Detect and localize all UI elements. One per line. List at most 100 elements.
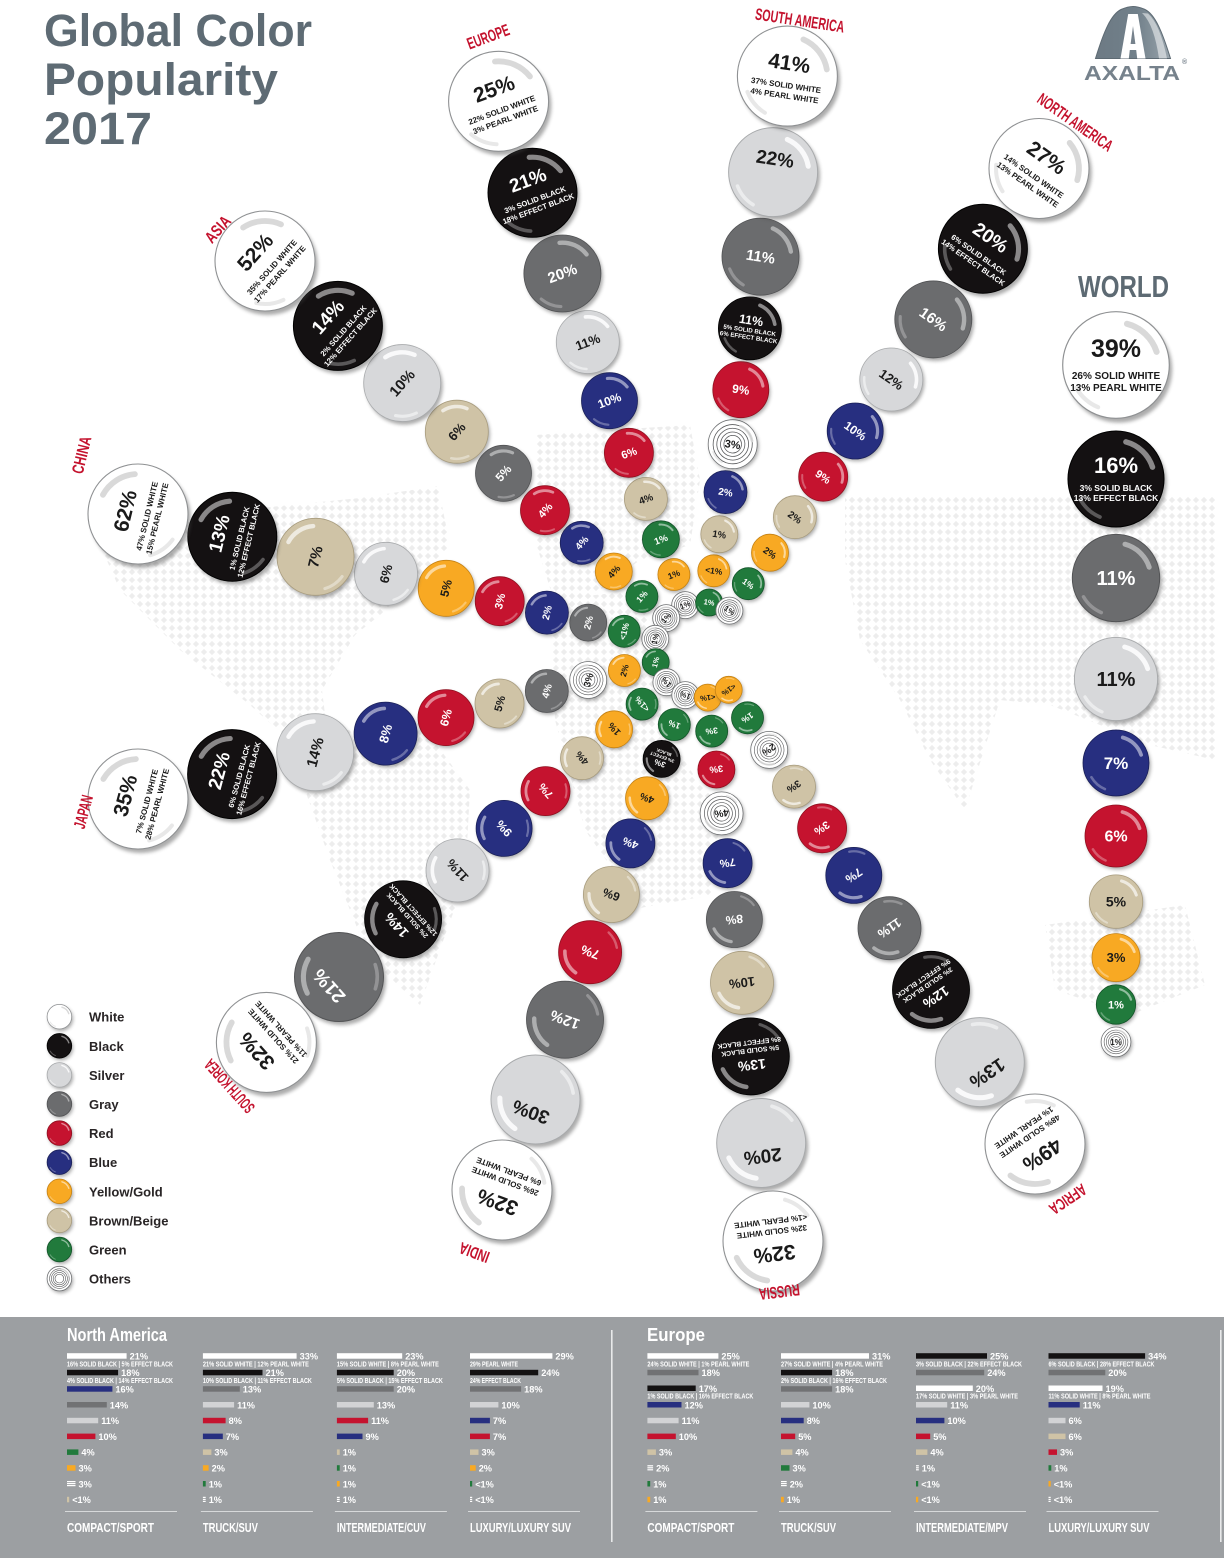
svg-text:<1%: <1% — [1054, 1495, 1073, 1505]
svg-text:3%: 3% — [793, 1464, 806, 1474]
svg-text:1%: 1% — [209, 1479, 222, 1489]
svg-text:Green: Green — [89, 1243, 127, 1258]
svg-text:27% SOLID WHITE | 4% PEARL WHI: 27% SOLID WHITE | 4% PEARL WHITE — [781, 1359, 883, 1368]
svg-text:11%: 11% — [950, 1400, 968, 1410]
svg-text:1% SOLID BLACK | 16% EFFECT BL: 1% SOLID BLACK | 16% EFFECT BLACK — [647, 1392, 753, 1401]
svg-text:20%: 20% — [397, 1368, 415, 1378]
svg-text:11%: 11% — [1083, 1400, 1101, 1410]
svg-text:14%: 14% — [110, 1400, 128, 1410]
svg-text:2%: 2% — [618, 663, 631, 678]
svg-text:6%: 6% — [1069, 1416, 1082, 1426]
svg-text:24% SOLID WHITE | 1% PEARL WHI: 24% SOLID WHITE | 1% PEARL WHITE — [647, 1359, 749, 1368]
svg-text:4% SOLID BLACK | 14% EFFECT BL: 4% SOLID BLACK | 14% EFFECT BLACK — [67, 1376, 173, 1385]
svg-text:7%: 7% — [493, 1432, 506, 1442]
svg-text:10%: 10% — [947, 1416, 965, 1426]
svg-text:39%: 39% — [1091, 335, 1141, 363]
svg-text:1%: 1% — [209, 1495, 222, 1505]
svg-text:20%: 20% — [397, 1385, 415, 1395]
svg-text:3%: 3% — [724, 438, 742, 452]
svg-text:LUXURY/LUXURY SUV: LUXURY/LUXURY SUV — [470, 1520, 571, 1535]
svg-text:1%: 1% — [712, 529, 728, 542]
svg-text:7%: 7% — [1104, 754, 1129, 773]
svg-text:1%: 1% — [678, 689, 692, 701]
svg-text:4%: 4% — [930, 1448, 943, 1458]
svg-text:8%: 8% — [807, 1416, 820, 1426]
svg-text:5%: 5% — [437, 578, 455, 598]
svg-text:18%: 18% — [702, 1368, 720, 1378]
svg-text:12%: 12% — [685, 1400, 703, 1410]
svg-text:1%: 1% — [666, 718, 681, 732]
svg-text:29%: 29% — [555, 1352, 573, 1362]
svg-text:1%: 1% — [666, 568, 681, 582]
svg-text:6% SOLID BLACK | 28% EFFECT BL: 6% SOLID BLACK | 28% EFFECT BLACK — [1049, 1359, 1155, 1368]
svg-text:1%: 1% — [703, 597, 715, 608]
svg-text:<1%: <1% — [475, 1479, 494, 1489]
svg-text:17%: 17% — [699, 1384, 717, 1394]
svg-text:3%: 3% — [708, 762, 723, 775]
svg-text:21%: 21% — [130, 1352, 148, 1362]
svg-text:1%: 1% — [650, 655, 662, 668]
svg-text:6%: 6% — [437, 707, 455, 728]
svg-text:8%: 8% — [725, 912, 744, 928]
svg-text:17% SOLID WHITE | 3% PEARL WHI: 17% SOLID WHITE | 3% PEARL WHITE — [916, 1392, 1018, 1401]
svg-text:13%: 13% — [243, 1385, 261, 1395]
svg-text:®: ® — [1182, 58, 1188, 66]
svg-text:10%: 10% — [728, 974, 756, 992]
svg-text:1%: 1% — [1054, 1464, 1067, 1474]
svg-text:5% SOLID BLACK | 15% EFFECT BL: 5% SOLID BLACK | 15% EFFECT BLACK — [337, 1376, 443, 1385]
svg-text:20%: 20% — [976, 1384, 994, 1394]
svg-text:19%: 19% — [1106, 1384, 1124, 1394]
svg-text:5%: 5% — [933, 1432, 946, 1442]
svg-text:2%: 2% — [479, 1464, 492, 1474]
svg-text:11%: 11% — [371, 1416, 389, 1426]
svg-text:5%: 5% — [493, 694, 509, 713]
svg-text:4%: 4% — [714, 806, 730, 819]
svg-text:15% SOLID WHITE | 8% PEARL WHI: 15% SOLID WHITE | 8% PEARL WHITE — [337, 1359, 439, 1368]
svg-text:Red: Red — [89, 1126, 114, 1141]
svg-text:1%: 1% — [653, 533, 670, 548]
svg-text:COMPACT/SPORT: COMPACT/SPORT — [647, 1520, 734, 1535]
svg-text:6%: 6% — [601, 885, 622, 904]
svg-text:24% EFFECT BLACK: 24% EFFECT BLACK — [470, 1376, 521, 1385]
svg-text:1%: 1% — [679, 599, 693, 611]
svg-text:BLACK: BLACK — [655, 747, 672, 757]
svg-text:1%: 1% — [343, 1464, 356, 1474]
svg-text:1%: 1% — [650, 632, 661, 645]
svg-text:4%: 4% — [795, 1448, 808, 1458]
svg-text:26% SOLID WHITE: 26% SOLID WHITE — [1072, 371, 1161, 382]
svg-text:7%: 7% — [578, 942, 601, 963]
svg-text:<1%: <1% — [705, 565, 724, 578]
svg-text:<1%: <1% — [921, 1479, 940, 1489]
svg-text:25%: 25% — [990, 1352, 1008, 1362]
svg-text:Others: Others — [89, 1272, 131, 1287]
svg-text:10% SOLID BLACK | 11% EFFECT B: 10% SOLID BLACK | 11% EFFECT BLACK — [203, 1376, 312, 1385]
svg-text:20%: 20% — [742, 1143, 782, 1168]
svg-text:10%: 10% — [501, 1400, 519, 1410]
svg-text:3%: 3% — [482, 1448, 495, 1458]
svg-text:1%: 1% — [1108, 1000, 1124, 1012]
svg-text:11%: 11% — [1097, 568, 1136, 590]
svg-text:7%: 7% — [719, 855, 736, 869]
svg-text:3%: 3% — [493, 592, 508, 610]
svg-text:3%: 3% — [705, 725, 719, 736]
svg-text:8%: 8% — [376, 722, 395, 744]
svg-text:6%: 6% — [620, 445, 639, 462]
svg-text:11%: 11% — [101, 1416, 119, 1426]
svg-text:13%: 13% — [736, 1056, 766, 1075]
svg-text:24%: 24% — [541, 1368, 559, 1378]
svg-text:11% SOLID WHITE | 8% PEARL WHI: 11% SOLID WHITE | 8% PEARL WHITE — [1049, 1392, 1151, 1401]
svg-text:7%: 7% — [226, 1432, 239, 1442]
svg-text:1%: 1% — [653, 1495, 666, 1505]
svg-text:1%: 1% — [653, 1479, 666, 1489]
svg-text:Popularity: Popularity — [44, 54, 278, 105]
svg-text:INTERMEDIATE/CUV: INTERMEDIATE/CUV — [337, 1520, 426, 1535]
svg-text:5%: 5% — [1106, 894, 1127, 910]
svg-text:1%: 1% — [1110, 1038, 1122, 1047]
svg-text:32%: 32% — [752, 1240, 797, 1268]
svg-text:1%: 1% — [922, 1464, 935, 1474]
svg-text:2%: 2% — [582, 614, 596, 630]
svg-text:1%: 1% — [343, 1448, 356, 1458]
svg-text:9%: 9% — [366, 1432, 379, 1442]
svg-text:31%: 31% — [872, 1352, 890, 1362]
svg-text:29% PEARL WHITE: 29% PEARL WHITE — [470, 1359, 518, 1368]
